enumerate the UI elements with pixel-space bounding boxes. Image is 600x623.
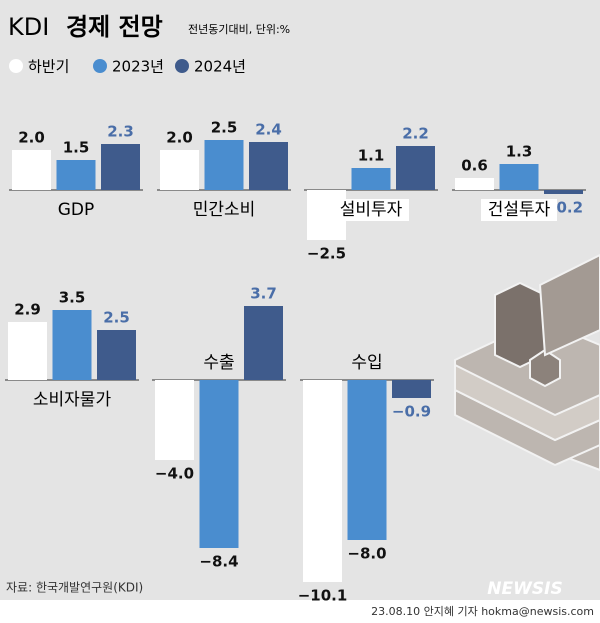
value-label: 2.5 [103,309,130,327]
bar [8,322,47,380]
bar [347,380,387,540]
value-label: −8.0 [347,545,386,563]
bar [244,306,283,380]
subtitle: 전년동기대비, 단위:% [188,23,290,36]
legend-swatch [93,59,107,73]
bar [396,146,435,190]
bar [351,168,391,190]
category-label: 소비자물가 [33,390,112,410]
label-box [481,199,557,221]
legend-label: 하반기 [28,58,69,76]
credit: 23.08.10 안지혜 기자 hokma@newsis.com [371,605,594,618]
legend-swatch [175,59,189,73]
bar [204,140,244,190]
value-label: 2.5 [211,119,238,137]
value-label: −2.5 [307,245,346,263]
value-label: 2.4 [255,121,282,139]
bar [249,142,288,190]
legend-swatch [9,59,23,73]
value-label: 2.9 [14,301,41,319]
category-label: 건설투자 [488,200,551,220]
bar [101,144,140,190]
illustration [454,253,600,472]
value-label: 2.2 [402,125,429,143]
value-label: −4.0 [155,465,194,483]
value-label: 1.1 [358,147,385,165]
legend-label: 2023년 [112,58,164,76]
value-label: 2.0 [18,129,45,147]
value-label: 1.5 [63,139,90,157]
bar [392,380,431,398]
title: 경제 전망 [66,13,163,41]
value-label: 3.7 [250,285,277,303]
category-label: 설비투자 [340,200,403,220]
bar [97,330,136,380]
bar [52,310,92,380]
category-label: 수출 [203,353,234,373]
bar [56,160,96,190]
value-label: −8.4 [199,553,238,571]
value-label: 2.3 [107,123,134,141]
bar [455,178,494,190]
bar [12,150,51,190]
bar [160,150,199,190]
bar [303,380,342,582]
footer-strip [0,600,600,623]
category-label: 수입 [351,353,382,373]
value-label: −10.1 [298,587,348,605]
value-label: 3.5 [59,289,86,307]
category-label: 민간소비 [193,200,256,220]
label-box [333,199,409,221]
value-label: 0.6 [461,157,488,175]
bar [499,164,539,190]
legend-label: 2024년 [194,58,246,76]
source: 자료: 한국개발연구원(KDI) [6,581,143,595]
value-label: 1.3 [506,143,533,161]
category-label: GDP [58,200,95,220]
value-label: −0.9 [392,403,431,421]
brand: KDI [8,13,49,41]
bar [155,380,194,460]
bar [544,190,583,194]
logo: NEWSIS [487,579,562,599]
bar [199,380,239,548]
value-label: 2.0 [166,129,193,147]
